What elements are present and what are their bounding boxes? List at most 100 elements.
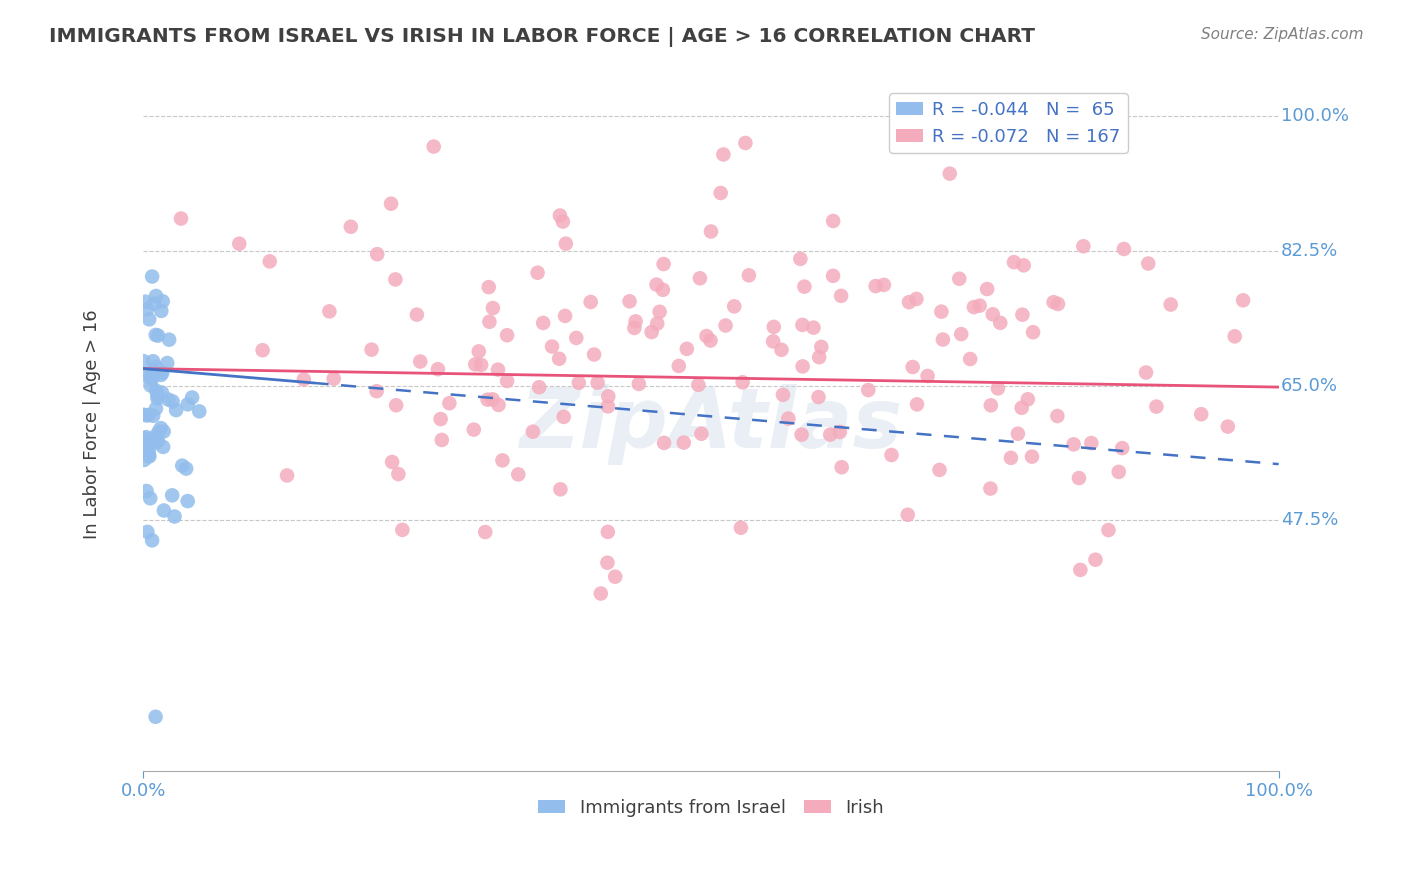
Point [676,342,699,356]
Point [1216,419,1239,434]
Legend: Immigrants from Israel, Irish: Immigrants from Israel, Irish [531,791,891,824]
Point [710,186,733,200]
Point [145,289,167,303]
Point [1160,297,1182,311]
Point [652,435,675,450]
Point [139,378,162,392]
Text: In Labor Force | Age > 16: In Labor Force | Age > 16 [83,310,101,539]
Point [1144,400,1167,414]
Point [496,328,519,343]
Point [177,494,200,508]
Point [391,523,413,537]
Point [1137,256,1160,270]
Point [898,295,921,310]
Point [789,252,811,266]
Point [141,269,163,284]
Point [624,314,647,328]
Point [150,366,173,380]
Point [959,351,981,366]
Point [976,282,998,296]
Point [488,398,510,412]
Point [938,167,960,181]
Point [1000,450,1022,465]
Point [596,524,619,539]
Point [142,354,165,368]
Point [565,331,588,345]
Point [652,257,675,271]
Point [468,344,491,359]
Point [259,254,281,268]
Point [1046,297,1069,311]
Point [730,521,752,535]
Point [950,327,973,342]
Point [139,491,162,506]
Point [478,280,501,294]
Point [589,586,612,600]
Point [988,316,1011,330]
Point [699,334,721,348]
Point [385,398,408,412]
Point [1067,471,1090,485]
Text: 100.0%: 100.0% [1281,107,1348,125]
Point [172,458,194,473]
Point [340,219,363,234]
Point [1046,409,1069,423]
Point [790,427,813,442]
Point [150,385,173,400]
Point [152,294,174,309]
Point [138,444,160,458]
Point [1017,392,1039,407]
Point [181,391,204,405]
Point [688,377,710,392]
Point [672,435,695,450]
Point [135,440,157,454]
Point [143,429,166,443]
Point [1084,552,1107,566]
Point [145,359,167,374]
Point [142,409,165,423]
Point [522,425,544,439]
Point [135,483,157,498]
Text: ZipAtlas: ZipAtlas [519,384,903,465]
Point [880,448,903,462]
Point [527,380,550,394]
Point [551,214,574,228]
Point [1080,436,1102,450]
Point [136,302,159,317]
Point [987,381,1010,395]
Point [482,301,505,315]
Point [793,279,815,293]
Point [700,225,723,239]
Point [548,351,571,366]
Point [645,317,668,331]
Point [142,296,165,310]
Point [146,328,169,343]
Point [823,268,845,283]
Point [714,318,737,333]
Point [1042,295,1064,310]
Point [162,394,184,409]
Point [772,388,794,402]
Point [145,384,167,398]
Point [136,435,159,450]
Point [177,397,200,411]
Point [598,389,620,403]
Point [150,368,173,382]
Point [1011,308,1033,322]
Point [141,533,163,548]
Point [820,427,842,442]
Point [808,350,831,364]
Point [474,524,496,539]
Point [228,236,250,251]
Point [969,299,991,313]
Point [1135,366,1157,380]
Point [188,404,211,418]
Point [696,329,718,343]
Point [981,307,1004,321]
Point [931,304,953,318]
Point [668,359,690,373]
Point [146,388,169,402]
Text: IMMIGRANTS FROM ISRAEL VS IRISH IN LABOR FORCE | AGE > 16 CORRELATION CHART: IMMIGRANTS FROM ISRAEL VS IRISH IN LABOR… [49,27,1035,46]
Point [477,392,499,407]
Point [145,710,167,724]
